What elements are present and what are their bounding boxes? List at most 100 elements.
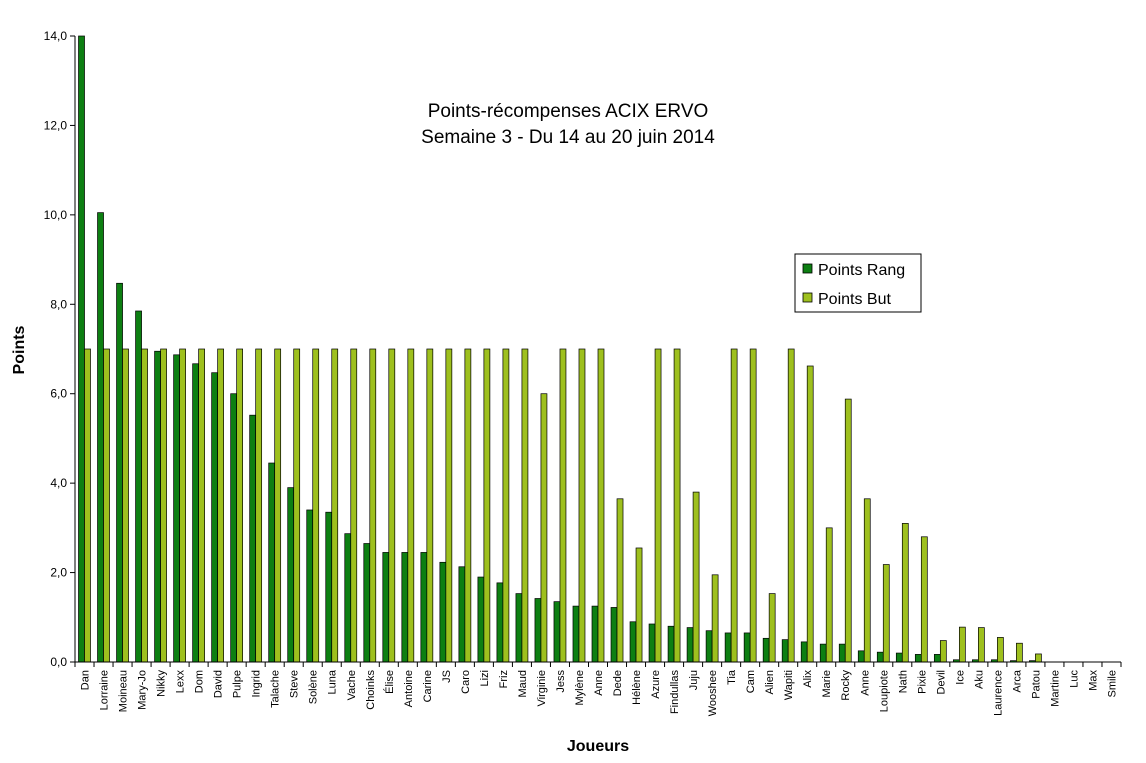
x-category-label: Élise: [383, 670, 396, 694]
x-category-label: Lizi: [479, 670, 491, 687]
x-category-label: Lexx: [175, 670, 187, 694]
bar-points-rang: [933, 654, 941, 663]
x-category-label: Laurence: [992, 670, 1004, 716]
x-category-label: Maud: [517, 670, 529, 698]
x-category-label: Marie: [821, 670, 833, 698]
x-category-label: Luc: [1068, 670, 1080, 688]
bar-points-rang: [78, 35, 85, 663]
bar-points-rang: [173, 354, 180, 663]
x-category-label: Alix: [802, 670, 814, 688]
bar-points-rang: [458, 566, 466, 663]
bar-points-but: [255, 348, 263, 663]
bar-points-but: [483, 348, 491, 663]
x-axis: Dan Lorraine Moineau Mary-Jo Nikky Lexx Dom Dav…: [74, 661, 1122, 716]
bar-points-but: [274, 348, 282, 663]
x-category-label: Devil: [935, 670, 947, 694]
x-category-label: Cam: [745, 670, 757, 693]
bar-points-but: [160, 348, 167, 663]
legend-label-points-but: Points But: [818, 291, 891, 308]
bar-points-rang: [724, 632, 732, 663]
y-tick-label: 0,0: [50, 655, 67, 669]
bar-points-rang: [306, 509, 314, 663]
x-category-label: Steve: [289, 670, 301, 698]
bar-points-rang: [135, 310, 142, 663]
bar-points-rang: [553, 601, 561, 663]
x-category-label: Friz: [498, 670, 510, 688]
bar-points-but: [198, 348, 205, 663]
bar-points-rang: [895, 652, 903, 663]
bar-points-rang: [287, 487, 295, 663]
bars: [78, 35, 1042, 663]
bar-points-but: [293, 348, 301, 663]
bar-points-but: [331, 348, 339, 663]
bar-points-rang: [534, 598, 542, 663]
bar-points-but: [787, 348, 795, 663]
bar-points-but: [920, 536, 928, 663]
chart-title-line1: Points-récompenses ACIX ERVO: [428, 101, 709, 122]
bar-points-but: [997, 637, 1004, 663]
x-category-label: Loupiote: [878, 670, 890, 712]
bar-points-but: [426, 348, 434, 663]
bar-points-but: [445, 348, 453, 663]
y-axis-title: Points: [11, 325, 28, 374]
bar-points-but: [578, 348, 586, 663]
bar-points-but: [312, 348, 320, 663]
bar-points-but: [350, 348, 358, 663]
x-category-label: Mary-Jo: [137, 670, 149, 710]
bar-points-rang: [382, 552, 390, 663]
bar-points-but: [179, 348, 186, 663]
x-category-label: Choinks: [365, 670, 377, 710]
bar-points-but: [882, 564, 890, 663]
bar-points-but: [749, 348, 757, 663]
x-category-label: Nath: [897, 670, 909, 693]
bar-points-but: [673, 348, 681, 663]
x-category-label: Azure: [650, 670, 662, 699]
x-category-label: Hélène: [631, 670, 643, 705]
bar-points-rang: [800, 641, 808, 663]
bar-points-but: [806, 365, 814, 663]
bar-points-but: [616, 498, 624, 663]
bar-points-but: [236, 348, 244, 663]
bar-points-rang: [249, 414, 257, 663]
x-category-label: Max: [1087, 670, 1099, 691]
bar-points-but: [711, 574, 719, 663]
bar-points-but: [825, 527, 833, 663]
x-category-label: Solène: [308, 670, 320, 704]
bar-points-rang: [743, 632, 751, 663]
x-category-label: Caro: [460, 670, 472, 694]
y-tick-label: 6,0: [50, 387, 67, 401]
bar-points-rang: [154, 350, 161, 663]
bar-points-but: [464, 348, 472, 663]
x-category-label: Smile: [1106, 670, 1118, 698]
x-category-label: Juju: [688, 670, 700, 690]
bar-points-rang: [230, 393, 238, 663]
legend: Points Rang Points But: [794, 253, 922, 313]
legend-swatch-points-but: [802, 292, 813, 303]
bar-points-rang: [686, 627, 694, 663]
bar-points-but: [559, 348, 567, 663]
bar-points-but: [540, 393, 548, 663]
bar-points-but: [654, 348, 662, 663]
bar-points-rang: [344, 533, 352, 663]
x-category-label: Luna: [327, 669, 339, 694]
x-category-label: Moineau: [118, 670, 130, 712]
bar-points-but: [521, 348, 529, 663]
bar-points-rang: [705, 630, 713, 663]
bar-points-but: [730, 348, 738, 663]
bar-points-rang: [420, 552, 428, 663]
x-category-label: Dede: [612, 670, 624, 696]
bar-points-rang: [762, 637, 770, 663]
x-category-label: Aku: [973, 670, 985, 689]
x-category-label: Dan: [80, 670, 92, 690]
bar-points-rang: [496, 582, 504, 663]
bar-points-but: [217, 348, 224, 663]
x-category-label: Patou: [1030, 670, 1042, 699]
bar-points-rang: [477, 576, 485, 663]
x-category-label: Jess: [555, 670, 567, 693]
x-category-label: Talache: [270, 670, 282, 708]
x-category-label: Alien: [764, 670, 776, 694]
bar-points-but: [768, 593, 776, 663]
x-category-label: Antoine: [403, 670, 415, 707]
bar-points-rang: [268, 462, 276, 663]
bar-points-but: [141, 348, 148, 663]
